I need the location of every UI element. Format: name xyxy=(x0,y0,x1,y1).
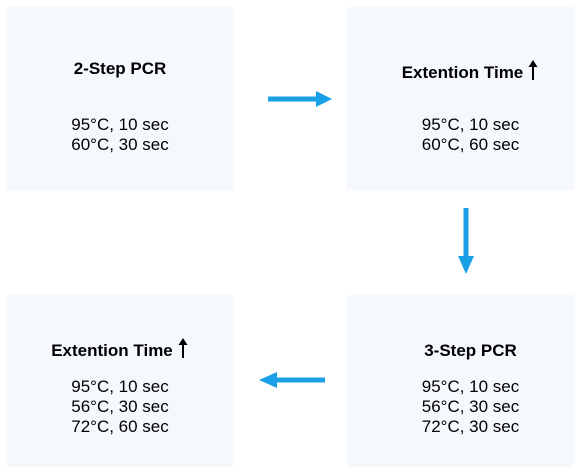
step-box-extention-time-2-step: Extention Time 95°C, 10 sec 60°C, 60 sec xyxy=(347,7,574,190)
down-arrow-icon xyxy=(458,208,474,274)
step-conditions: 95°C, 10 sec 56°C, 30 sec 72°C, 30 sec xyxy=(347,377,574,437)
condition-line: 60°C, 30 sec xyxy=(71,135,169,154)
condition-line: 95°C, 10 sec xyxy=(71,115,169,134)
step-title-row: Extention Time xyxy=(347,59,574,83)
condition-line: 56°C, 30 sec xyxy=(421,397,520,416)
condition-line: 95°C, 10 sec xyxy=(71,377,169,396)
step-box-extention-time-3-step: Extention Time 95°C, 10 sec 56°C, 30 sec… xyxy=(7,295,233,467)
step-title: Extention Time xyxy=(401,63,524,82)
up-arrow-icon xyxy=(528,60,538,80)
left-arrow-icon xyxy=(259,372,325,388)
step-title-row: Extention Time xyxy=(7,337,233,361)
step-conditions: 95°C, 10 sec 60°C, 60 sec xyxy=(347,115,574,155)
step-conditions: 95°C, 10 sec 60°C, 30 sec xyxy=(7,115,233,155)
step-title: 3-Step PCR xyxy=(424,341,517,360)
step-box-2-step-pcr: 2-Step PCR 95°C, 10 sec 60°C, 30 sec xyxy=(7,7,233,190)
condition-line: 72°C, 60 sec xyxy=(71,417,169,436)
condition-line: 60°C, 60 sec xyxy=(421,135,520,154)
step-box-3-step-pcr: 3-Step PCR 95°C, 10 sec 56°C, 30 sec 72°… xyxy=(347,295,574,467)
up-arrow-icon xyxy=(178,338,188,358)
step-title: 2-Step PCR xyxy=(73,59,167,78)
step-conditions: 95°C, 10 sec 56°C, 30 sec 72°C, 60 sec xyxy=(7,377,233,437)
condition-line: 95°C, 10 sec xyxy=(421,115,520,134)
condition-line: 95°C, 10 sec xyxy=(421,377,520,396)
condition-line: 72°C, 30 sec xyxy=(421,417,520,436)
condition-line: 56°C, 30 sec xyxy=(71,397,169,416)
right-arrow-icon xyxy=(268,91,332,107)
step-title: Extention Time xyxy=(51,341,173,360)
